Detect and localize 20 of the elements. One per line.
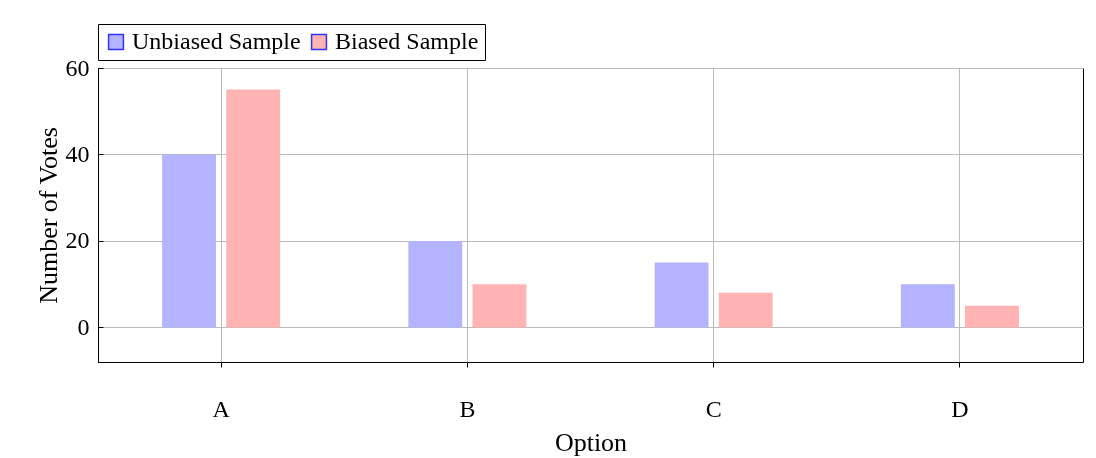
x-axis-title: Option xyxy=(554,427,628,457)
y-tick-label: 20 xyxy=(65,227,90,254)
x-tick-label: D xyxy=(951,395,969,422)
bar xyxy=(226,89,281,328)
y-tick-label: 40 xyxy=(65,140,90,167)
y-tick-label: 0 xyxy=(77,313,90,340)
legend-label: Unbiased Sample xyxy=(132,28,301,54)
bar xyxy=(408,240,463,328)
bar xyxy=(654,262,709,328)
legend-label: Biased Sample xyxy=(335,28,479,54)
x-tick-label: B xyxy=(459,395,476,422)
y-axis-title: Number of Votes xyxy=(33,127,63,304)
bar xyxy=(900,284,955,328)
y-tick-label: 60 xyxy=(65,54,90,81)
bar xyxy=(718,292,773,328)
bar xyxy=(162,154,216,328)
x-tick-label: A xyxy=(212,395,231,422)
bar xyxy=(965,305,1019,328)
bar xyxy=(472,284,527,328)
x-tick-label: C xyxy=(705,395,722,422)
